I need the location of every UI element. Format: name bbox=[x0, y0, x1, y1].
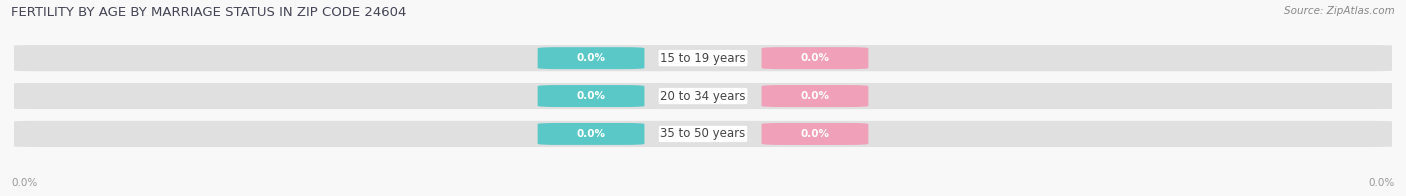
FancyBboxPatch shape bbox=[762, 47, 869, 69]
Text: 0.0%: 0.0% bbox=[576, 129, 606, 139]
Text: 35 to 50 years: 35 to 50 years bbox=[661, 127, 745, 140]
Text: 20 to 34 years: 20 to 34 years bbox=[661, 90, 745, 103]
Text: 0.0%: 0.0% bbox=[800, 53, 830, 63]
FancyBboxPatch shape bbox=[762, 85, 869, 107]
FancyBboxPatch shape bbox=[11, 121, 1395, 147]
Text: Source: ZipAtlas.com: Source: ZipAtlas.com bbox=[1284, 6, 1395, 16]
Text: 15 to 19 years: 15 to 19 years bbox=[661, 52, 745, 65]
FancyBboxPatch shape bbox=[537, 123, 644, 145]
Text: FERTILITY BY AGE BY MARRIAGE STATUS IN ZIP CODE 24604: FERTILITY BY AGE BY MARRIAGE STATUS IN Z… bbox=[11, 6, 406, 19]
FancyBboxPatch shape bbox=[537, 47, 644, 69]
Text: 0.0%: 0.0% bbox=[11, 178, 38, 188]
Text: 0.0%: 0.0% bbox=[800, 129, 830, 139]
FancyBboxPatch shape bbox=[14, 45, 1392, 71]
Text: 0.0%: 0.0% bbox=[800, 91, 830, 101]
Text: 0.0%: 0.0% bbox=[576, 53, 606, 63]
FancyBboxPatch shape bbox=[11, 83, 1395, 109]
FancyBboxPatch shape bbox=[14, 121, 1392, 147]
FancyBboxPatch shape bbox=[11, 45, 1395, 71]
Text: 0.0%: 0.0% bbox=[576, 91, 606, 101]
FancyBboxPatch shape bbox=[537, 85, 644, 107]
FancyBboxPatch shape bbox=[14, 83, 1392, 109]
FancyBboxPatch shape bbox=[762, 123, 869, 145]
Text: 0.0%: 0.0% bbox=[1368, 178, 1395, 188]
